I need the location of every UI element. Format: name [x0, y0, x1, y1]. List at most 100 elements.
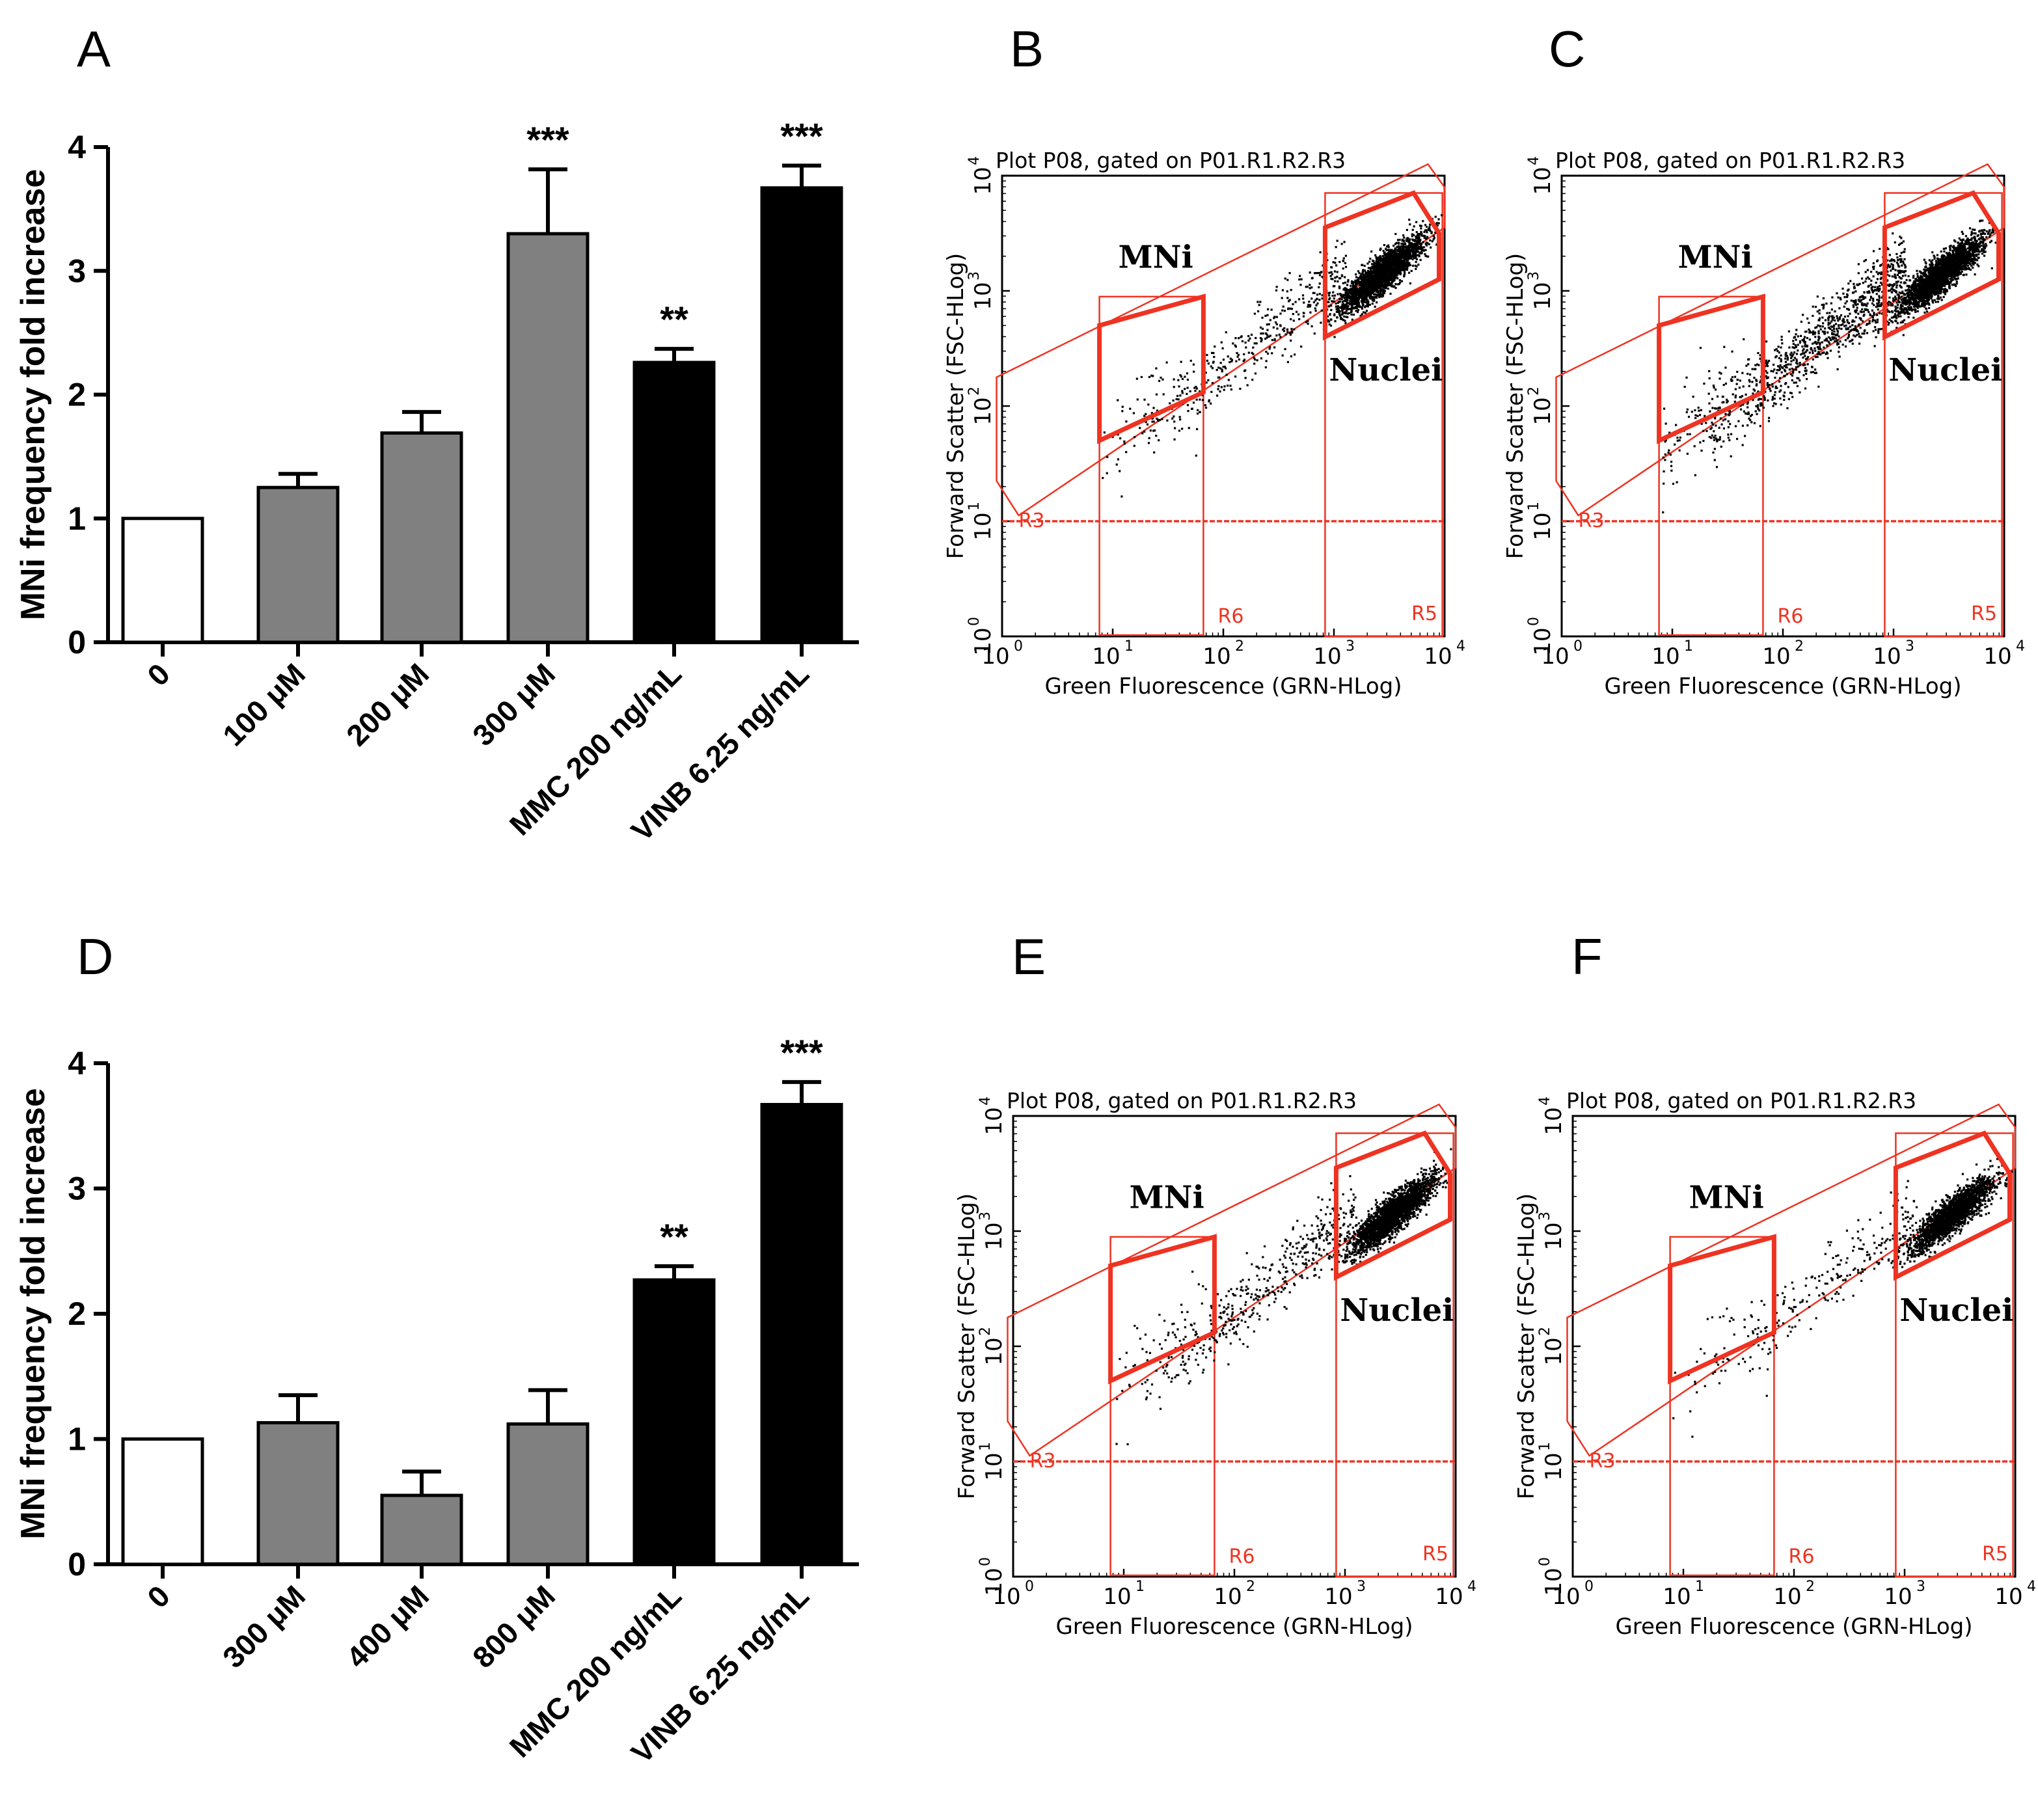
event-dot — [1949, 278, 1951, 280]
event-dot — [1205, 381, 1208, 384]
event-dot — [1265, 333, 1268, 335]
event-dot — [1354, 294, 1357, 297]
event-dot — [1227, 385, 1229, 387]
event-dot — [1333, 314, 1336, 317]
event-dot — [1247, 339, 1250, 342]
event-dot — [1368, 270, 1371, 273]
y-tick-label: 2 — [68, 377, 86, 413]
event-dot — [1431, 240, 1433, 243]
x-tick-label: 100 μM — [216, 657, 312, 752]
event-dot — [1379, 287, 1381, 290]
event-dot — [1387, 267, 1390, 270]
event-dot — [1338, 306, 1341, 309]
event-dot — [1966, 241, 1970, 244]
event-dot — [1950, 277, 1953, 279]
event-dot — [1257, 310, 1260, 313]
event-dot — [1380, 264, 1383, 266]
event-dot — [1298, 278, 1301, 281]
event-dot — [1328, 271, 1331, 274]
event-dot — [1933, 257, 1936, 260]
event-dot — [1344, 281, 1347, 284]
event-dot — [1912, 277, 1914, 279]
event-dot — [1351, 296, 1353, 299]
event-dot — [1361, 299, 1364, 301]
event-dot — [1921, 275, 1923, 278]
gate-label-nuclei: Nuclei — [1329, 352, 1443, 388]
event-dot — [1294, 353, 1296, 356]
panel-label-d: D — [77, 928, 114, 985]
event-dot — [1346, 284, 1349, 286]
event-dot — [1399, 245, 1402, 248]
event-dot — [1361, 264, 1363, 267]
event-dot — [1238, 358, 1240, 361]
x-tick-label: 10 — [1983, 644, 2011, 670]
event-dot — [1251, 379, 1254, 381]
event-dot — [1977, 250, 1980, 252]
event-dot — [1925, 303, 1928, 305]
event-dot — [1899, 305, 1902, 308]
event-dot — [1396, 264, 1399, 266]
event-dot — [1957, 244, 1960, 247]
event-dot — [1220, 341, 1223, 344]
event-dot — [1346, 306, 1349, 308]
event-dot — [1954, 275, 1957, 277]
event-dot — [1974, 239, 1976, 242]
event-dot — [1985, 230, 1988, 233]
event-dot — [1258, 304, 1260, 306]
event-dot — [1379, 269, 1381, 271]
event-dot — [1366, 282, 1368, 285]
event-dot — [1371, 259, 1374, 262]
event-dot — [1420, 243, 1422, 246]
event-dot — [1397, 271, 1400, 274]
event-dot — [1984, 245, 1987, 249]
event-dot — [1425, 229, 1428, 232]
event-dot — [1403, 262, 1406, 265]
bar — [256, 1420, 340, 1566]
event-dot — [1385, 264, 1387, 266]
event-dot — [1309, 287, 1311, 290]
event-dot — [1907, 295, 1910, 299]
event-dot — [1430, 246, 1432, 249]
event-dot — [1378, 277, 1381, 280]
event-dot — [1901, 305, 1904, 307]
event-dot — [1391, 252, 1393, 254]
event-dot — [1406, 263, 1408, 266]
event-dot — [1372, 271, 1374, 273]
event-dot — [1333, 300, 1335, 303]
event-dot — [1149, 429, 1152, 432]
event-dot — [1253, 357, 1255, 359]
event-dot — [1381, 269, 1385, 272]
event-dot — [1981, 219, 1984, 222]
event-dot — [1368, 303, 1371, 306]
event-dot — [1311, 286, 1313, 289]
event-dot — [1412, 252, 1415, 254]
event-dot — [1292, 312, 1294, 316]
event-dot — [1217, 385, 1220, 388]
event-dot — [1940, 290, 1942, 292]
event-dot — [1389, 276, 1392, 278]
event-dot — [1413, 254, 1416, 256]
event-dot — [1247, 351, 1250, 354]
event-dot — [1297, 313, 1300, 316]
event-dot — [1343, 312, 1346, 314]
event-dot — [1269, 319, 1271, 321]
event-dot — [1347, 280, 1350, 283]
event-dot — [1420, 224, 1422, 227]
x-tick-label: 10 — [981, 644, 1009, 670]
event-dot — [1115, 463, 1118, 466]
event-dot — [1424, 235, 1426, 238]
event-dot — [1914, 310, 1917, 313]
event-dot — [1415, 260, 1417, 264]
event-dot — [1406, 258, 1409, 261]
event-dot — [1376, 301, 1378, 304]
event-dot — [1335, 246, 1337, 249]
event-dot — [1958, 237, 1961, 240]
event-dot — [1261, 316, 1264, 319]
event-dot — [1389, 267, 1392, 270]
event-dot — [1338, 285, 1341, 288]
event-dot — [1348, 302, 1350, 305]
event-dot — [1912, 295, 1915, 297]
event-dot — [1912, 283, 1916, 286]
event-dot — [1362, 269, 1365, 271]
event-dot — [1944, 293, 1947, 295]
